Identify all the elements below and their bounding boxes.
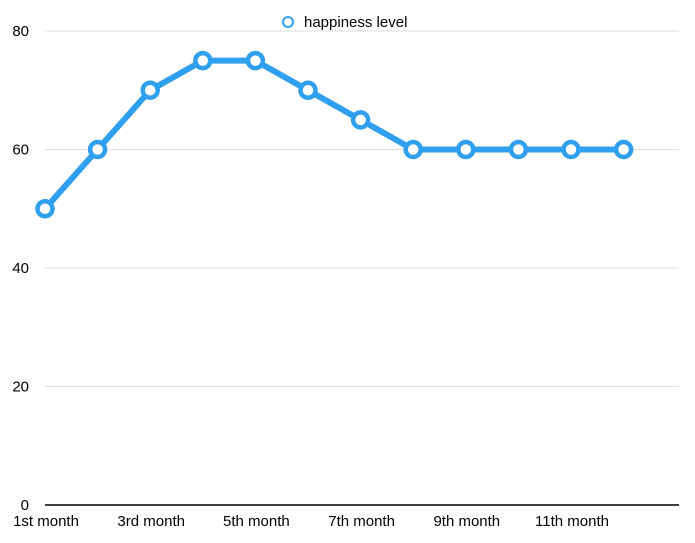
y-tick-label: 40 <box>12 260 29 277</box>
data-point <box>613 139 634 160</box>
data-point <box>87 139 108 160</box>
x-tick-label: 3rd month <box>117 513 185 530</box>
data-point <box>561 139 581 160</box>
data-point <box>245 50 266 71</box>
data-point <box>456 139 476 160</box>
y-tick-label: 80 <box>12 23 29 40</box>
data-point <box>508 139 529 160</box>
y-tick-label: 60 <box>12 142 29 159</box>
y-tick-label: 0 <box>21 497 29 514</box>
x-tick-label: 11th month <box>535 513 609 530</box>
series-line <box>42 57 627 212</box>
data-point <box>298 80 318 100</box>
data-point <box>350 110 371 130</box>
x-tick-label: 5th month <box>223 513 290 530</box>
legend: happiness level <box>282 12 407 32</box>
x-tick-label: 9th month <box>433 513 500 530</box>
data-point <box>403 139 423 160</box>
data-point <box>140 80 160 100</box>
x-tick-label: 7th month <box>328 513 395 530</box>
legend-marker-icon <box>282 16 294 28</box>
legend-label: happiness level <box>304 13 408 31</box>
data-point <box>193 50 213 71</box>
x-tick-label: 1st month <box>13 513 79 530</box>
data-point <box>35 199 55 219</box>
y-tick-label: 20 <box>12 379 29 396</box>
